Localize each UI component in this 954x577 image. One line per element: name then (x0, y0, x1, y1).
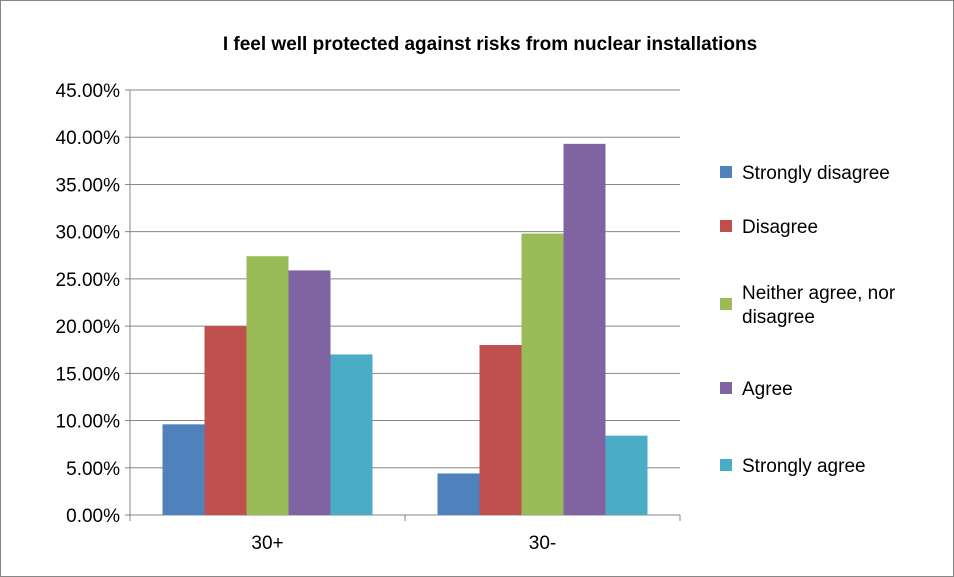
bar (246, 256, 289, 515)
y-tick-label: 20.00% (56, 317, 121, 338)
bar (288, 270, 331, 515)
y-tick-label: 5.00% (66, 459, 120, 480)
legend-swatch (720, 459, 732, 471)
legend-swatch (720, 166, 732, 178)
legend-label: Agree (742, 379, 793, 400)
y-tick-label: 30.00% (56, 223, 121, 244)
legend-swatch (720, 220, 732, 232)
bar (162, 424, 205, 515)
x-tick-label: 30+ (251, 533, 283, 554)
legend-swatch (720, 298, 732, 310)
bar (563, 143, 606, 516)
bar (479, 345, 522, 515)
tick-labels: 0.00% 5.00% 10.00% 15.00% 20.00% 25.00% 30.00%… (56, 81, 557, 554)
x-tick-label: 30- (529, 533, 556, 554)
bar (521, 233, 564, 516)
legend-swatch (720, 382, 732, 394)
legend-label: Strongly disagree (742, 163, 890, 184)
bar (330, 354, 373, 515)
bar (204, 326, 247, 515)
legend-label: Neither agree, nor disagree (742, 283, 896, 328)
legend-label: Strongly agree (742, 456, 866, 477)
y-tick-label: 0.00% (66, 506, 120, 527)
y-tick-label: 45.00% (56, 81, 121, 102)
y-tick-label: 25.00% (56, 270, 121, 291)
y-tick-label: 10.00% (56, 412, 121, 433)
bars (162, 143, 648, 516)
legend-label: Disagree (742, 217, 818, 238)
y-tick-label: 35.00% (56, 175, 121, 196)
bar (605, 435, 648, 515)
bar (437, 473, 480, 515)
y-tick-label: 40.00% (56, 128, 121, 149)
y-tick-label: 15.00% (56, 364, 121, 385)
legend: Strongly disagree Disagree Neither agree, … (720, 163, 896, 477)
chart-title: I feel well protected against risks from… (223, 34, 757, 55)
